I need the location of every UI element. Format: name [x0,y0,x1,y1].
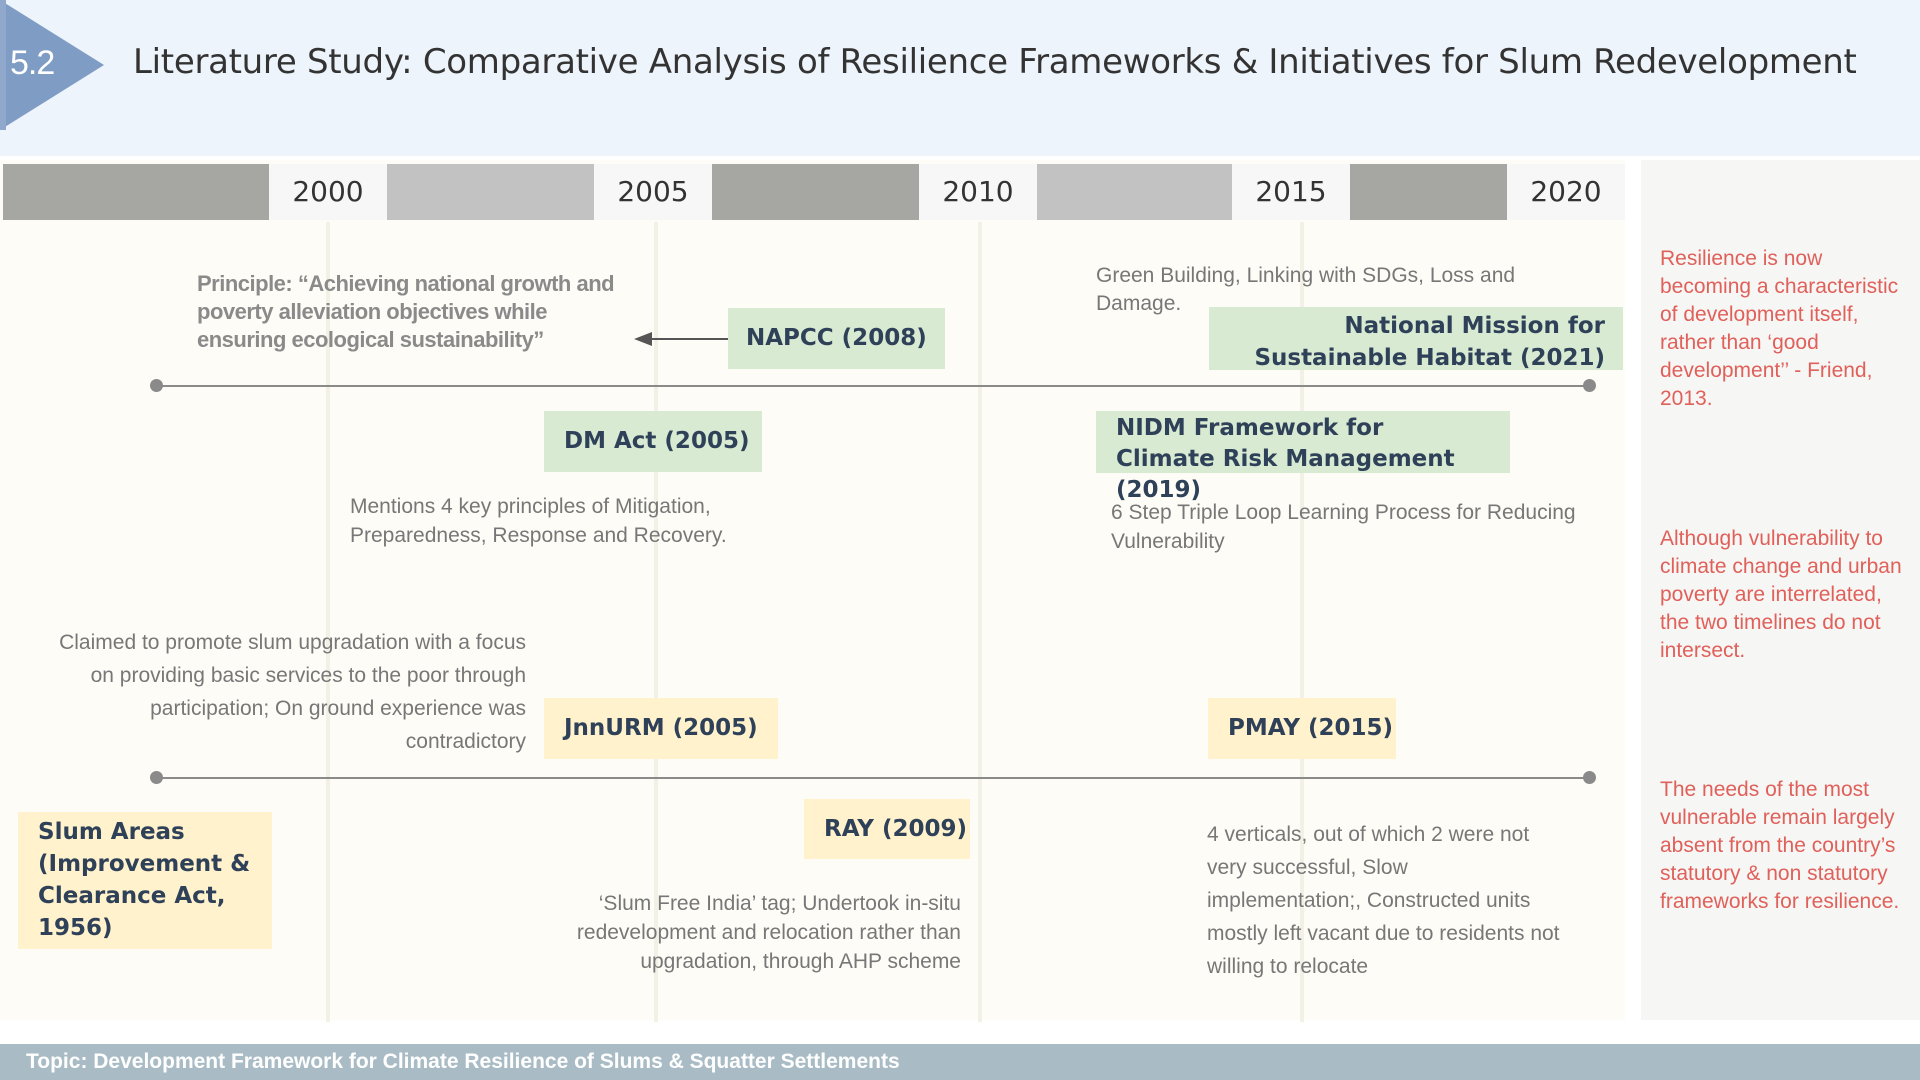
nmsh-description: Green Building, Linking with SDGs, Loss … [1096,264,1516,315]
slum-timeline-line [156,777,1590,779]
year-label: 2005 [594,164,712,220]
year-bar-segment [712,164,919,220]
slum-areas-act-box: Slum Areas (Improvement & Clearance Act,… [18,812,272,949]
arrow-left-icon [634,332,730,346]
resilience-timeline-line [156,385,1590,387]
gridline [654,222,658,1022]
header-band [0,0,1920,156]
section-number: 5.2 [10,44,55,82]
year-label: 2000 [269,164,387,220]
section-chevron-icon [0,0,104,130]
dm-act-box: DM Act (2005) [544,411,762,472]
nidm-box: NIDM Framework for Climate Risk Manageme… [1096,411,1510,503]
gridline [326,222,330,1022]
year-label: 2020 [1507,164,1625,220]
dm-act-description: Mentions 4 key principles of Mitigation,… [350,495,727,547]
ray-description: ‘Slum Free India’ tag; Undertook in-situ… [576,892,961,973]
side-note: The needs of the most vulnerable remain … [1660,778,1900,913]
year-bar-segment [3,164,269,220]
jnnurm-description: Claimed to promote slum upgradation with… [59,631,526,753]
pmay-box: PMAY (2015) [1208,698,1396,759]
year-bar-segment [1037,164,1232,220]
year-bar-segment [387,164,594,220]
year-label: 2010 [919,164,1037,220]
footer-topic: Topic: Development Framework for Climate… [26,1050,900,1073]
ray-box: RAY (2009) [804,799,970,859]
timeline-start-dot [150,379,163,392]
nmsh-box: National Mission for Sustainable Habitat… [1209,307,1623,371]
nidm-description: 6 Step Triple Loop Learning Process for … [1111,501,1576,553]
year-label: 2015 [1232,164,1350,220]
side-note: Resilience is now becoming a characteris… [1660,247,1899,410]
side-notes-panel [1641,160,1920,1020]
timeline-start-dot [150,771,163,784]
page-title: Literature Study: Comparative Analysis o… [133,42,1857,82]
napcc-principle-text: Principle: “Achieving national growth an… [197,271,615,352]
gridline [978,222,982,1022]
napcc-box: NAPCC (2008) [728,308,945,369]
footer-bar: Topic: Development Framework for Climate… [0,1044,1920,1080]
gridline [1300,222,1304,1022]
side-note: Although vulnerability to climate change… [1660,527,1902,662]
jnnurm-box: JnnURM (2005) [544,698,778,759]
year-bar-segment [1350,164,1507,220]
pmay-description: 4 verticals, out of which 2 were not ver… [1207,823,1560,978]
timeline-end-dot [1583,771,1596,784]
timeline-end-dot [1583,379,1596,392]
